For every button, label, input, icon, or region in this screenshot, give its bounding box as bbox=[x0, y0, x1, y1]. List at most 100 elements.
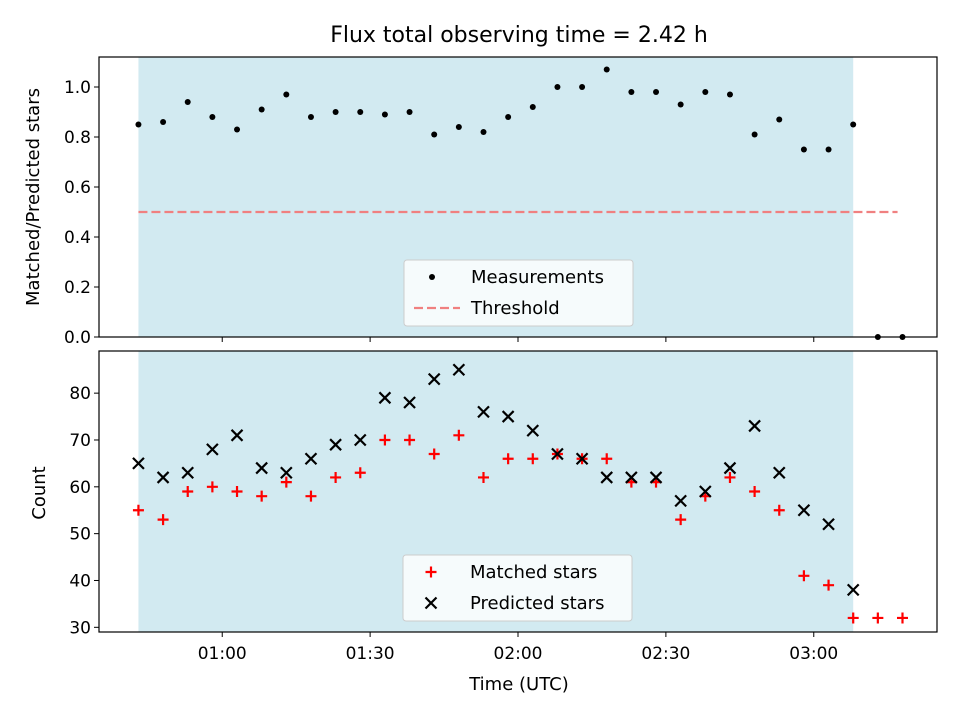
measurement-point bbox=[653, 89, 660, 95]
predicted-star-point bbox=[797, 503, 811, 517]
matched-star-point bbox=[132, 504, 144, 516]
bottom-legend bbox=[402, 554, 633, 622]
matched-star-point bbox=[749, 486, 761, 497]
bottom-ytick-label: 70 bbox=[69, 431, 91, 451]
legend-label: Predicted stars bbox=[470, 593, 604, 614]
predicted-star-point bbox=[600, 471, 614, 484]
predicted-star-point bbox=[649, 471, 663, 484]
matched-star-point bbox=[354, 467, 366, 479]
bottom-xtick-label: 02:30 bbox=[641, 644, 690, 664]
chart-title: Flux total observing time = 2.42 h bbox=[330, 23, 708, 48]
matched-star-point bbox=[157, 514, 169, 526]
predicted-star-point bbox=[575, 452, 589, 465]
bottom-xtick-label: 02:00 bbox=[494, 644, 543, 664]
measurement-point bbox=[702, 89, 709, 95]
predicted-star-point bbox=[378, 391, 392, 405]
predicted-star-point bbox=[132, 457, 145, 470]
bottom-ytick-label: 30 bbox=[69, 618, 91, 638]
matched-star-point bbox=[773, 504, 785, 516]
measurement-point bbox=[529, 104, 536, 110]
predicted-star-point bbox=[501, 410, 515, 423]
legend-measurement-marker bbox=[429, 274, 435, 280]
matched-star-point bbox=[305, 490, 317, 502]
predicted-star-point bbox=[280, 466, 293, 480]
matched-star-point bbox=[601, 453, 613, 465]
measurement-point bbox=[332, 109, 339, 115]
matched-star-point bbox=[872, 612, 884, 624]
measurement-point bbox=[209, 114, 216, 120]
bottom-ytick-label: 80 bbox=[69, 384, 91, 404]
matched-star-point bbox=[280, 476, 292, 488]
bottom-ytick-label: 40 bbox=[69, 571, 91, 591]
measurement-point bbox=[431, 131, 438, 138]
measurement-point bbox=[480, 129, 487, 135]
measurement-point bbox=[283, 91, 290, 98]
measurement-point bbox=[726, 91, 733, 98]
predicted-star-point bbox=[723, 461, 737, 475]
predicted-star-point bbox=[255, 461, 268, 475]
predicted-star-point bbox=[551, 447, 564, 461]
legend-label: Measurements bbox=[471, 267, 604, 288]
matched-star-point bbox=[206, 481, 218, 493]
bottom-ytick-label: 60 bbox=[69, 478, 91, 498]
measurement-point bbox=[258, 106, 265, 113]
bottom-xtick-label: 01:00 bbox=[198, 644, 247, 664]
top-ytick-label: 0.8 bbox=[64, 128, 91, 148]
predicted-star-point bbox=[625, 471, 638, 484]
matched-star-point bbox=[330, 471, 342, 483]
top-ylabel: Matched/Predicted stars bbox=[23, 88, 44, 306]
bottom-xtick-label: 03:00 bbox=[789, 644, 838, 664]
top-ytick-label: 0.6 bbox=[64, 178, 91, 198]
matched-star-point bbox=[182, 486, 194, 497]
matched-star-point bbox=[453, 429, 465, 441]
bottom-ytick-label: 50 bbox=[69, 525, 91, 545]
predicted-star-point bbox=[206, 443, 219, 456]
legend-label: Matched stars bbox=[470, 562, 597, 583]
measurement-point bbox=[628, 89, 635, 95]
measurement-point bbox=[677, 101, 684, 108]
measurement-point bbox=[234, 126, 241, 133]
measurement-point bbox=[800, 146, 807, 153]
measurement-point bbox=[505, 114, 512, 120]
bottom-ylabel: Count bbox=[29, 466, 50, 519]
top-axes-frame bbox=[98, 56, 938, 338]
matched-star-point bbox=[798, 570, 810, 582]
matched-star-point bbox=[256, 490, 268, 502]
top-ytick-label: 0.2 bbox=[64, 278, 91, 298]
predicted-star-point bbox=[699, 485, 712, 498]
matched-star-point bbox=[379, 434, 391, 446]
bottom-xlabel: Time (UTC) bbox=[468, 674, 569, 695]
matched-star-point bbox=[477, 471, 489, 483]
top-panel: 0.0 0.2 0.4 0.6 0.8 1.0 Measurements Threshold bbox=[64, 56, 938, 348]
predicted-star-point bbox=[674, 494, 687, 508]
predicted-star-point bbox=[427, 372, 441, 386]
predicted-star-point bbox=[452, 363, 466, 377]
matched-star-point bbox=[823, 579, 835, 591]
bottom-axes-frame bbox=[98, 350, 938, 633]
measurement-point bbox=[776, 116, 783, 123]
matched-star-point bbox=[502, 453, 514, 465]
predicted-star-point bbox=[156, 471, 170, 484]
matched-star-point bbox=[724, 471, 736, 483]
measurement-point bbox=[307, 114, 314, 120]
measurement-point bbox=[751, 131, 758, 138]
legend-predicted-marker bbox=[424, 596, 438, 610]
measurement-point bbox=[381, 111, 388, 118]
measurement-point bbox=[160, 119, 167, 125]
predicted-star-point bbox=[477, 405, 490, 419]
predicted-star-point bbox=[329, 438, 342, 451]
predicted-star-point bbox=[772, 466, 786, 480]
predicted-star-point bbox=[230, 429, 244, 442]
measurement-point bbox=[825, 146, 832, 153]
top-ytick-label: 0.4 bbox=[64, 228, 91, 248]
bottom-xtick-label: 01:30 bbox=[346, 644, 395, 664]
measurement-point bbox=[406, 109, 413, 115]
bottom-panel: 30 40 50 60 70 80 01:00 01:30 02:00 02:30 03:00 Mat… bbox=[69, 350, 938, 664]
predicted-star-point bbox=[304, 452, 318, 465]
measurement-point bbox=[357, 109, 364, 115]
top-ytick-label: 0.0 bbox=[64, 328, 91, 348]
measurement-point bbox=[850, 121, 857, 128]
top-legend bbox=[403, 259, 634, 327]
matched-star-point bbox=[847, 612, 859, 624]
